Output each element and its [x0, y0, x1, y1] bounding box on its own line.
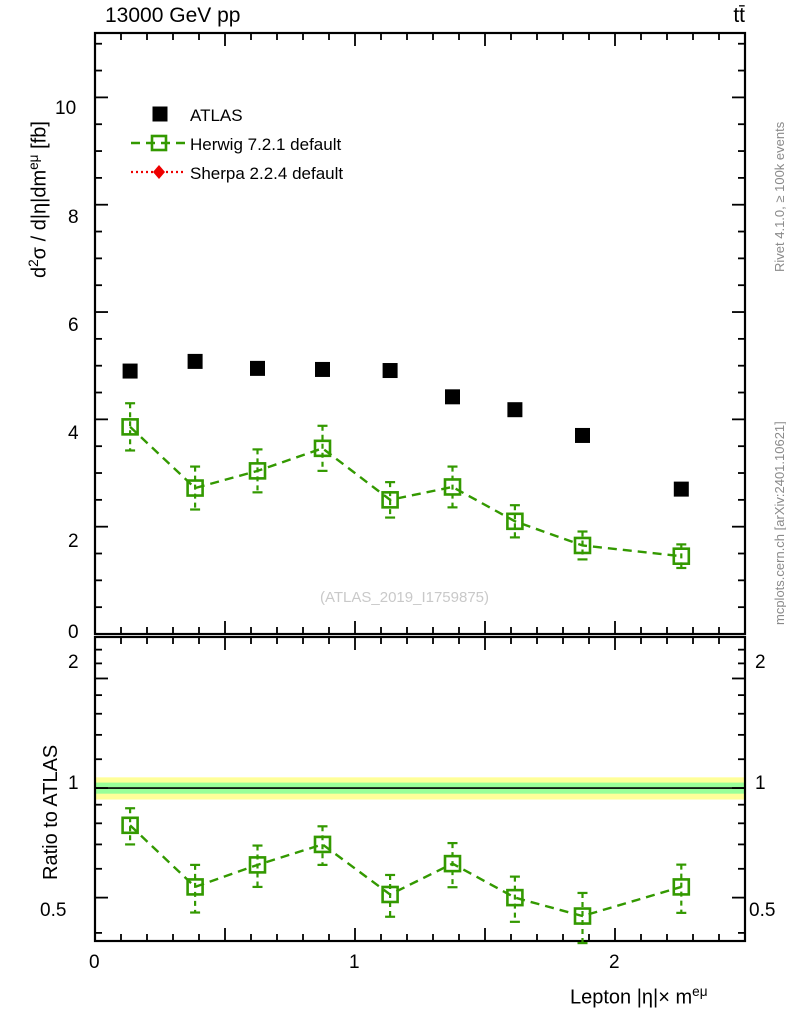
legend-label-herwig: Herwig 7.2.1 default — [190, 135, 342, 154]
herwig-ratio-point — [186, 878, 204, 896]
ratio-ytick-05-left: 0.5 — [40, 900, 67, 921]
ratio-ytick-2-left: 2 — [68, 652, 79, 673]
herwig-ratio-point — [381, 885, 399, 904]
legend-marker-atlas — [152, 106, 168, 122]
main-ytick-0: 0 — [68, 622, 79, 643]
herwig-data-point — [506, 512, 524, 531]
main-ytick-6: 6 — [68, 315, 79, 336]
main-ytick-10: 10 — [55, 98, 77, 119]
analysis-watermark: (ATLAS_2019_I1759875) — [320, 589, 490, 606]
herwig-ratio-point — [313, 835, 332, 854]
ratio-ytick-05-right: 0.5 — [749, 900, 776, 921]
herwig-ratio-point — [443, 854, 462, 873]
main-ytick-2: 2 — [68, 531, 79, 552]
herwig-data-point — [186, 479, 204, 497]
atlas-data-point — [673, 481, 689, 497]
atlas-data-point — [122, 363, 138, 379]
main-panel-frame — [93, 31, 747, 636]
atlas-data-point — [507, 402, 523, 418]
herwig-data-point — [313, 439, 332, 458]
atlas-data-point — [445, 389, 460, 405]
atlas-data-point — [250, 360, 265, 376]
ratio-panel-frame — [93, 635, 747, 943]
ratio-ytick-2-right: 2 — [755, 652, 766, 673]
herwig-data-point — [121, 418, 139, 436]
atlas-data-point — [575, 427, 590, 443]
legend-label-sherpa: Sherpa 2.2.4 default — [190, 164, 344, 183]
herwig-ratio-point — [573, 907, 592, 925]
xtick-2: 2 — [609, 952, 620, 973]
herwig-main-line — [129, 425, 682, 558]
ratio-ytick-1-left: 1 — [68, 773, 79, 794]
herwig-data-point — [443, 478, 462, 496]
ratio-ytick-1-right: 1 — [755, 773, 766, 794]
legend-marker-sherpa — [153, 165, 165, 179]
atlas-data-point — [382, 363, 398, 379]
main-ytick-8: 8 — [68, 207, 79, 228]
header-beam-label: 13000 GeV pp — [105, 4, 241, 27]
atlas-data-point — [187, 353, 203, 369]
main-ytick-4: 4 — [68, 423, 79, 444]
herwig-ratio-line — [129, 824, 682, 918]
herwig-ratio-point — [121, 816, 139, 835]
herwig-data-point — [381, 491, 399, 509]
atlas-data-point — [315, 361, 330, 377]
xtick-1: 1 — [349, 952, 360, 973]
herwig-ratio-point — [506, 888, 524, 907]
herwig-data-point — [672, 547, 691, 565]
herwig-ratio-point — [672, 878, 691, 896]
xtick-0: 0 — [89, 952, 100, 973]
herwig-data-point — [573, 536, 592, 555]
legend-label-atlas: ATLAS — [190, 106, 243, 125]
legend-marker-herwig — [150, 134, 168, 152]
header-process-label: tt̄ — [733, 4, 745, 27]
herwig-data-point — [248, 462, 267, 480]
x-axis-label: Lepton |η|× meμ — [570, 984, 708, 1009]
herwig-ratio-point — [248, 856, 267, 874]
